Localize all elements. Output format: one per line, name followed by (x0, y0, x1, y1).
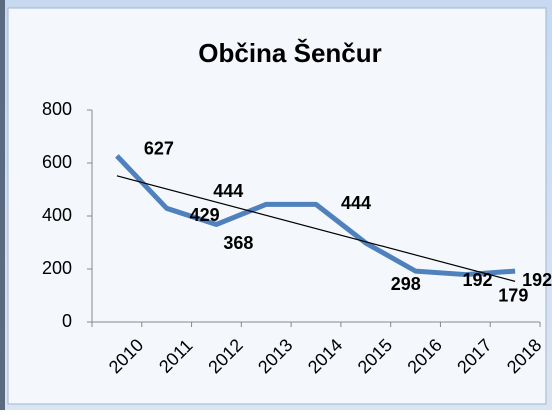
frame-edge (0, 0, 5, 410)
y-tick-label: 800 (42, 99, 72, 119)
y-tick-label: 400 (42, 205, 72, 225)
data-label: 627 (144, 139, 174, 159)
data-label: 192 (463, 270, 493, 290)
data-line (115, 154, 516, 278)
data-label: 179 (498, 285, 528, 305)
data-label: 192 (522, 270, 552, 290)
data-label: 368 (223, 233, 253, 253)
y-tick-label: 200 (42, 258, 72, 278)
chart-title: Občina Šenčur (198, 38, 382, 68)
y-tick-label: 600 (42, 152, 72, 172)
data-label: 444 (213, 181, 243, 201)
data-label: 444 (341, 193, 371, 213)
y-tick-label: 0 (62, 311, 72, 331)
trendline (116, 175, 516, 282)
data-label: 298 (391, 274, 421, 294)
data-label: 429 (190, 205, 220, 225)
